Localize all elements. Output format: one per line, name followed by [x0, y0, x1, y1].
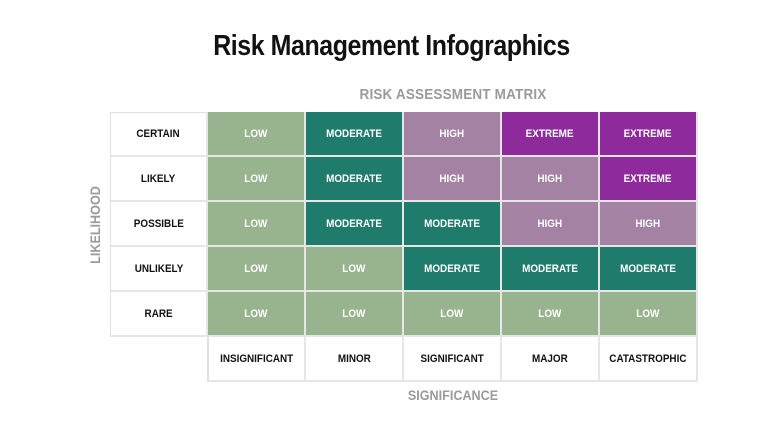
- risk-cell-possible-minor: MODERATE: [306, 202, 404, 247]
- risk-cell-unlikely-major: MODERATE: [502, 247, 600, 292]
- likelihood-label-likely: LIKELY: [110, 157, 208, 202]
- risk-cell-certain-insignificant-text: LOW: [244, 127, 268, 140]
- risk-cell-rare-minor-text: LOW: [342, 307, 366, 320]
- risk-cell-unlikely-minor-text: LOW: [342, 262, 366, 275]
- likelihood-label-rare: RARE: [110, 292, 208, 337]
- risk-cell-certain-insignificant: LOW: [208, 112, 306, 157]
- likelihood-label-certain: CERTAIN: [110, 112, 208, 157]
- significance-label-catastrophic-text: CATASTROPHIC: [609, 352, 687, 365]
- risk-cell-likely-catastrophic-text: EXTREME: [624, 172, 672, 185]
- significance-label-minor-text: MINOR: [337, 352, 371, 365]
- risk-cell-rare-catastrophic: LOW: [600, 292, 698, 337]
- risk-cell-certain-significant-text: HIGH: [439, 127, 465, 140]
- risk-cell-possible-insignificant: LOW: [208, 202, 306, 247]
- risk-cell-unlikely-significant: MODERATE: [404, 247, 502, 292]
- likelihood-label-certain-text: CERTAIN: [136, 128, 181, 140]
- risk-cell-certain-major-text: EXTREME: [526, 127, 574, 140]
- significance-label-insignificant: INSIGNIFICANT: [208, 337, 306, 382]
- risk-cell-likely-minor-text: MODERATE: [326, 172, 382, 185]
- risk-cell-possible-significant: MODERATE: [404, 202, 502, 247]
- risk-cell-unlikely-catastrophic: MODERATE: [600, 247, 698, 292]
- risk-cell-likely-significant-text: HIGH: [439, 172, 465, 185]
- likelihood-label-likely-text: LIKELY: [141, 172, 176, 185]
- significance-label-catastrophic: CATASTROPHIC: [600, 337, 698, 382]
- risk-cell-rare-significant: LOW: [404, 292, 502, 337]
- significance-label-significant: SIGNIFICANT: [404, 337, 502, 382]
- matrix-title: RISK ASSESSMENT MATRIX: [359, 86, 547, 103]
- risk-cell-possible-major: HIGH: [502, 202, 600, 247]
- matrix-corner: [110, 337, 208, 382]
- risk-cell-certain-catastrophic-text: EXTREME: [624, 127, 672, 140]
- risk-cell-unlikely-major-text: MODERATE: [522, 262, 578, 275]
- risk-cell-likely-minor: MODERATE: [306, 157, 404, 202]
- significance-label-major: MAJOR: [502, 337, 600, 382]
- risk-matrix: CERTAIN LOW MODERATE HIGH EXTREME EXTREME LIKE…: [110, 112, 698, 382]
- risk-cell-unlikely-insignificant-text: LOW: [244, 262, 268, 275]
- significance-label-minor: MINOR: [306, 337, 404, 382]
- risk-cell-possible-catastrophic: HIGH: [600, 202, 698, 247]
- risk-cell-rare-major: LOW: [502, 292, 600, 337]
- significance-axis-label: SIGNIFICANCE: [407, 387, 499, 403]
- risk-cell-likely-major-text: HIGH: [537, 172, 563, 185]
- risk-cell-rare-insignificant: LOW: [208, 292, 306, 337]
- risk-cell-certain-significant: HIGH: [404, 112, 502, 157]
- risk-cell-rare-major-text: LOW: [538, 307, 562, 320]
- risk-cell-likely-insignificant: LOW: [208, 157, 306, 202]
- significance-label-significant-text: SIGNIFICANT: [420, 352, 484, 365]
- risk-cell-certain-major: EXTREME: [502, 112, 600, 157]
- likelihood-label-rare-text: RARE: [144, 307, 173, 320]
- likelihood-label-possible: POSSIBLE: [110, 202, 208, 247]
- risk-cell-certain-minor-text: MODERATE: [326, 127, 382, 140]
- risk-cell-unlikely-insignificant: LOW: [208, 247, 306, 292]
- risk-cell-rare-catastrophic-text: LOW: [636, 307, 660, 320]
- risk-cell-rare-significant-text: LOW: [440, 307, 464, 320]
- risk-cell-certain-minor: MODERATE: [306, 112, 404, 157]
- risk-cell-possible-minor-text: MODERATE: [326, 217, 382, 230]
- risk-cell-certain-catastrophic: EXTREME: [600, 112, 698, 157]
- risk-cell-likely-catastrophic: EXTREME: [600, 157, 698, 202]
- risk-cell-possible-insignificant-text: LOW: [244, 217, 268, 230]
- significance-label-insignificant-text: INSIGNIFICANT: [219, 352, 294, 365]
- likelihood-label-unlikely-text: UNLIKELY: [134, 262, 183, 275]
- risk-cell-unlikely-minor: LOW: [306, 247, 404, 292]
- risk-cell-unlikely-significant-text: MODERATE: [424, 262, 480, 275]
- likelihood-label-possible-text: POSSIBLE: [133, 217, 184, 230]
- risk-cell-unlikely-catastrophic-text: MODERATE: [620, 262, 676, 275]
- risk-cell-rare-insignificant-text: LOW: [244, 307, 268, 320]
- risk-cell-likely-major: HIGH: [502, 157, 600, 202]
- likelihood-label-unlikely: UNLIKELY: [110, 247, 208, 292]
- risk-cell-possible-significant-text: MODERATE: [424, 217, 480, 230]
- page-title: Risk Management Infographics: [213, 30, 570, 62]
- likelihood-axis-label: LIKELIHOOD: [87, 186, 103, 264]
- risk-cell-likely-significant: HIGH: [404, 157, 502, 202]
- risk-cell-likely-insignificant-text: LOW: [244, 172, 268, 185]
- risk-cell-possible-major-text: HIGH: [537, 217, 563, 230]
- significance-label-major-text: MAJOR: [532, 352, 568, 365]
- risk-cell-rare-minor: LOW: [306, 292, 404, 337]
- risk-cell-possible-catastrophic-text: HIGH: [635, 217, 661, 230]
